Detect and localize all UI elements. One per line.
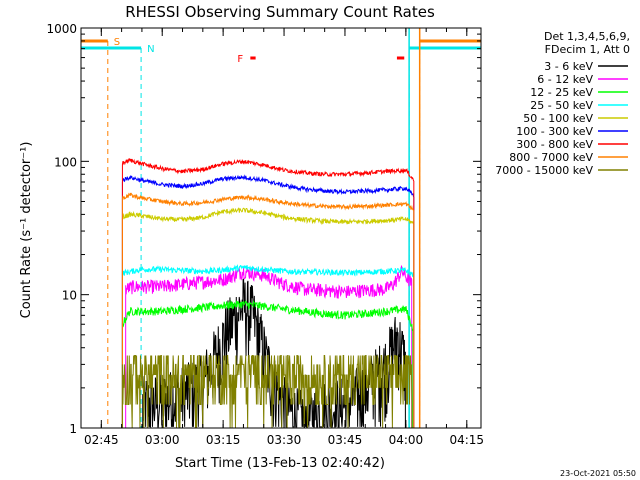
- legend-label: 6 - 12 keV: [537, 73, 593, 86]
- chart-title: RHESSI Observing Summary Count Rates: [125, 3, 435, 21]
- x-tick-label: 02:45: [84, 433, 119, 447]
- x-tick-label: 04:00: [389, 433, 424, 447]
- y-tick-label: 100: [54, 155, 77, 169]
- series-line: [125, 265, 413, 428]
- x-tick-label: 04:15: [449, 433, 484, 447]
- legend-label: 100 - 300 keV: [516, 125, 593, 138]
- legend-label: 50 - 100 keV: [523, 112, 593, 125]
- y-tick-label: 10: [62, 289, 77, 303]
- legend-label: 25 - 50 keV: [530, 99, 593, 112]
- x-tick-label: 03:00: [145, 433, 180, 447]
- legend-header-line-2: FDecim 1, Att 0: [545, 43, 630, 56]
- series-line: [121, 174, 415, 428]
- generated-timestamp: 23-Oct-2021 05:50: [560, 469, 636, 478]
- series-line: [121, 299, 414, 428]
- y-axis-label-text: Count Rate (s⁻¹ detector⁻¹): [19, 142, 34, 319]
- saa-label: S: [114, 37, 120, 48]
- series-line: [121, 207, 415, 428]
- series-line: [121, 354, 413, 428]
- y-axis-label: Count Rate (s⁻¹ detector⁻¹): [19, 142, 34, 319]
- y-tick-label: 1: [69, 422, 77, 436]
- legend-header-line-1: Det 1,3,4,5,6,9,: [544, 30, 630, 43]
- legend-label: 7000 - 15000 keV: [495, 164, 593, 177]
- night-label: N: [147, 44, 154, 55]
- series-line: [121, 192, 415, 428]
- series-line: [121, 157, 415, 428]
- annotation-labels: S N F: [114, 37, 244, 65]
- legend-label: 12 - 25 keV: [530, 86, 593, 99]
- y-tick-label: 1000: [46, 22, 77, 36]
- legend: Det 1,3,4,5,6,9, FDecim 1, Att 0 3 - 6 k…: [495, 30, 630, 177]
- legend-label: 3 - 6 keV: [544, 60, 593, 73]
- series-line: [142, 278, 406, 428]
- x-tick-label: 03:15: [206, 433, 241, 447]
- plot-frame: [80, 27, 482, 429]
- x-tick-label: 03:45: [328, 433, 363, 447]
- legend-label: 800 - 7000 keV: [509, 151, 593, 164]
- x-axis-label: Start Time (13-Feb-13 02:40:42): [175, 456, 385, 471]
- flare-label: F: [237, 54, 243, 65]
- x-tick-label: 03:30: [267, 433, 302, 447]
- legend-label: 300 - 800 keV: [516, 138, 593, 151]
- series-line: [121, 264, 415, 428]
- series-layer: [121, 157, 415, 428]
- axes: 1 10 100 1000 02:45 03:00 03:15 03:30 03:45 04:00…: [46, 22, 484, 447]
